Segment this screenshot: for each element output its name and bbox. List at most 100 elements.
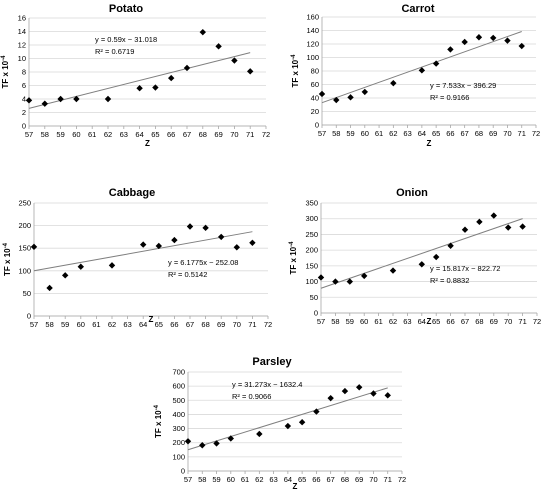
x-tick-label: 70 — [230, 130, 238, 139]
data-point — [155, 242, 162, 250]
x-tick-label: 68 — [341, 475, 349, 484]
data-point — [317, 274, 325, 281]
y-tick-label: 14 — [18, 27, 26, 36]
x-tick-label: 57 — [318, 129, 326, 138]
x-tick-label: 67 — [183, 130, 191, 139]
chart-parsley: Parsley 0 100 200 300 400 500 600 700 57 58 59 60 61 6… — [154, 356, 406, 491]
data-point — [418, 261, 425, 268]
data-point — [390, 79, 397, 87]
x-tick-label: 63 — [120, 130, 128, 139]
trend-equation: y = 15.817x − 822.72 — [430, 264, 500, 273]
data-point — [433, 253, 440, 261]
data-point — [476, 218, 483, 226]
x-tick-label: 64 — [135, 130, 143, 139]
y-tick-label: 6 — [22, 81, 26, 90]
y-tick-label: 150 — [18, 244, 31, 253]
data-point — [104, 95, 112, 103]
data-point — [186, 223, 194, 230]
data-point — [73, 95, 80, 103]
chart-title: Onion — [396, 187, 428, 199]
x-tick-label: 71 — [246, 130, 254, 139]
y-tick-label: 200 — [305, 246, 318, 255]
y-tick-label: 100 — [306, 53, 319, 62]
x-tick-label: 69 — [217, 320, 225, 329]
data-point — [384, 392, 391, 399]
y-tick-label: 350 — [305, 199, 318, 208]
x-tick-label: 62 — [104, 130, 112, 139]
data-point — [62, 272, 69, 279]
data-point — [370, 390, 377, 397]
data-point — [356, 384, 363, 391]
x-tick-label: 59 — [346, 317, 354, 326]
trend-equation: y = 6.1775x − 252.08 — [168, 258, 238, 267]
x-tick-label: 67 — [461, 317, 469, 326]
data-point — [152, 84, 159, 91]
y-tick-label: 300 — [172, 424, 185, 433]
x-tick-label: 71 — [384, 475, 392, 484]
y-axis-label: TF x 10-4 — [3, 242, 12, 276]
data-point — [389, 267, 397, 274]
y-tick-label: 0 — [22, 122, 26, 131]
data-point — [361, 88, 368, 96]
x-tick-label: 65 — [432, 129, 440, 138]
x-tick-label: 67 — [186, 320, 194, 329]
y-tick-label: 100 — [305, 277, 318, 286]
y-tick-label: 0 — [315, 121, 319, 130]
data-point — [490, 34, 497, 42]
x-tick-label: 63 — [403, 317, 411, 326]
data-point — [327, 394, 334, 402]
y-tick-label: 16 — [18, 14, 26, 23]
y-tick-label: 700 — [172, 368, 185, 377]
data-point — [215, 43, 222, 50]
data-point — [202, 224, 209, 232]
data-point — [333, 96, 340, 104]
r-squared: R² = 0.5142 — [168, 270, 207, 279]
y-tick-label: 0 — [27, 312, 31, 321]
y-tick-label: 4 — [22, 95, 26, 104]
y-tick-label: 100 — [172, 452, 185, 461]
data-point — [284, 422, 292, 430]
y-tick-label: 250 — [305, 230, 318, 239]
x-tick-label: 64 — [284, 475, 292, 484]
x-tick-label: 59 — [61, 320, 69, 329]
x-tick-label: 59 — [56, 130, 64, 139]
x-tick-label: 69 — [489, 129, 497, 138]
y-tick-label: 200 — [18, 221, 31, 230]
data-point — [249, 239, 256, 246]
x-axis-label: Z — [293, 482, 298, 491]
x-tick-label: 64 — [418, 317, 426, 326]
x-tick-label: 57 — [25, 130, 33, 139]
x-tick-label: 61 — [375, 129, 383, 138]
y-axis-label: TF x 10-4 — [291, 54, 300, 88]
x-tick-label: 66 — [446, 129, 454, 138]
data-point — [136, 85, 143, 92]
data-point — [41, 100, 48, 107]
data-point — [199, 28, 206, 36]
x-tick-label: 69 — [214, 130, 222, 139]
chart-title: Carrot — [401, 3, 434, 15]
trendline — [321, 31, 522, 104]
trendline — [187, 387, 388, 451]
data-point — [218, 233, 225, 241]
data-point — [418, 67, 426, 74]
data-point — [518, 42, 525, 50]
x-tick-label: 72 — [264, 320, 272, 329]
y-axis-label: TF x 10-4 — [1, 55, 10, 89]
data-point — [233, 244, 240, 251]
x-tick-label: 69 — [490, 317, 498, 326]
data-point — [505, 224, 512, 231]
x-tick-label: 57 — [184, 475, 192, 484]
data-point — [461, 38, 468, 46]
data-point — [361, 272, 368, 280]
y-tick-label: 80 — [311, 67, 319, 76]
y-tick-label: 200 — [172, 438, 185, 447]
x-tick-label: 63 — [403, 129, 411, 138]
y-axis-label: TF x 10-4 — [289, 241, 298, 275]
x-tick-label: 62 — [389, 129, 397, 138]
trend-equation: y = 7.533x − 396.29 — [430, 81, 496, 90]
data-point — [30, 243, 38, 251]
trendline — [28, 52, 251, 109]
x-tick-label: 70 — [503, 129, 511, 138]
data-point — [231, 57, 238, 64]
